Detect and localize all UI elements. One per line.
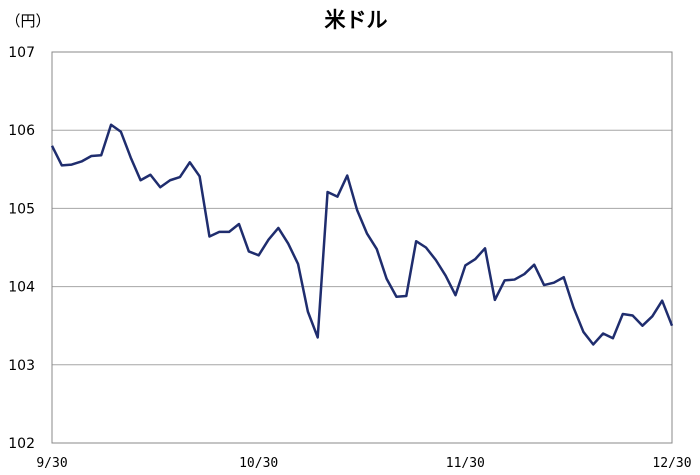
gridlines xyxy=(52,129,672,366)
x-tick-label: 12/30 xyxy=(652,456,691,471)
y-axis-ticks: 102 103 104 105 106 107 xyxy=(8,45,35,452)
y-tick-label: 104 xyxy=(8,280,35,296)
series-line xyxy=(50,123,674,346)
y-axis-unit-label: （円） xyxy=(5,12,50,30)
y-tick-label: 103 xyxy=(8,358,35,374)
x-tick-label: 9/30 xyxy=(36,456,67,471)
x-tick-label: 10/30 xyxy=(239,456,278,471)
y-tick-label: 105 xyxy=(8,201,35,217)
plot-area-border xyxy=(51,51,673,444)
series-lines xyxy=(50,123,674,346)
chart-title: 米ドル xyxy=(325,8,388,32)
x-tick-label: 11/30 xyxy=(446,456,485,471)
y-tick-label: 102 xyxy=(8,436,35,452)
y-tick-label: 106 xyxy=(8,123,35,139)
y-tick-label: 107 xyxy=(8,45,35,61)
x-axis-ticks: 9/30 10/30 11/30 12/30 xyxy=(36,456,691,471)
